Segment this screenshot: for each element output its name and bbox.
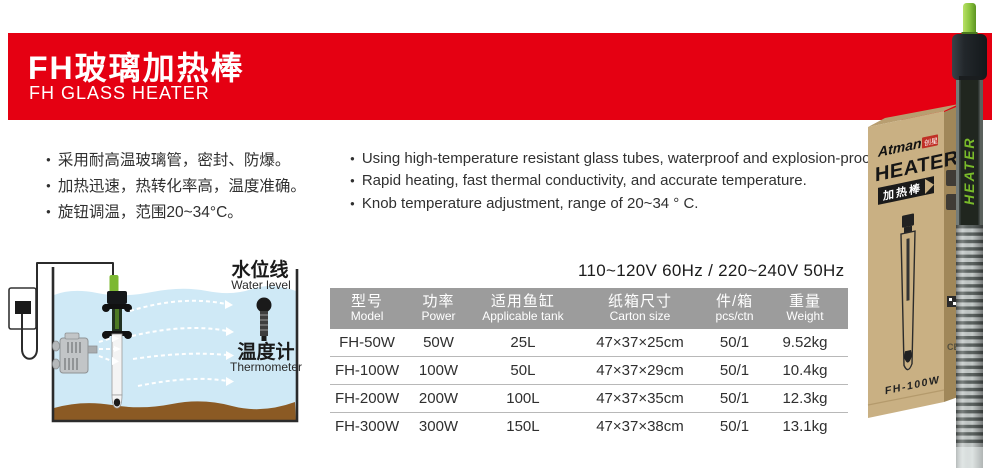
water-flow-arrows xyxy=(98,299,228,387)
box-side-badges: CE xyxy=(946,170,960,352)
feature-cn-1: 采用耐高温玻璃管，密封、防爆。 xyxy=(46,146,306,172)
table-row: FH-200W 200W 100L 47×37×35cm 50/1 12.3kg xyxy=(330,385,848,413)
thermometer-label-cn: 温度计 xyxy=(237,340,294,363)
product-photo: CE Atman 创星 HEATER 加热棒 FH-100W xyxy=(867,3,987,468)
feature-en-1: Using high-temperature resistant glass t… xyxy=(350,147,879,170)
ce-mark: CE xyxy=(947,342,960,352)
installation-diagram: 水位线 Water level 温度计 Thermometer xyxy=(8,258,302,423)
glass-heater-product: HEATER xyxy=(952,3,987,468)
heater-in-tank xyxy=(102,275,132,409)
box-heater-illustration xyxy=(900,213,916,371)
features-chinese: 采用耐高温玻璃管，密封、防爆。 加热迅速，热转化率高，温度准确。 旋钮调温，范围… xyxy=(46,146,306,224)
col-power: 功率 Power xyxy=(421,292,456,324)
heater-cap xyxy=(952,34,987,80)
feature-en-2: Rapid heating, fast thermal conductivity… xyxy=(350,170,879,193)
table-row: FH-50W 50W 25L 47×37×25cm 50/1 9.52kg xyxy=(330,329,848,357)
table-row: FH-100W 100W 50L 47×37×29cm 50/1 10.4kg xyxy=(330,357,848,385)
water-level-label-en: Water level xyxy=(231,278,291,292)
thermometer-label-en: Thermometer xyxy=(230,360,302,374)
spec-table-header: 型号 Model 功率 Power 适用鱼缸 Applicable tank 纸… xyxy=(330,288,848,329)
page-title: FH玻璃加热棒 xyxy=(28,50,245,86)
col-model: 型号 Model xyxy=(350,292,384,324)
packaging-box: CE Atman 创星 HEATER 加热棒 FH-100W xyxy=(867,104,961,418)
feature-en-3: Knob temperature adjustment, range of 20… xyxy=(350,192,879,215)
box-top-face xyxy=(868,104,959,127)
page-subtitle: FH GLASS HEATER xyxy=(29,83,210,103)
features-english: Using high-temperature resistant glass t… xyxy=(350,147,879,215)
box-brand-suffix: 创星 xyxy=(924,136,938,148)
table-row: FH-300W 300W 150L 47×37×38cm 50/1 13.1kg xyxy=(334,418,828,435)
power-plug xyxy=(8,262,114,360)
pump xyxy=(52,332,98,374)
arrowheads xyxy=(112,300,234,386)
thermometer-icon xyxy=(256,297,272,341)
col-carton: 纸箱尺寸 Carton size xyxy=(607,292,672,324)
tube-label: HEATER xyxy=(961,136,977,205)
feature-cn-3: 旋钮调温，范围20~34°C。 xyxy=(46,198,306,224)
heater-knob xyxy=(963,3,976,36)
header-banner: FH玻璃加热棒 FH GLASS HEATER xyxy=(8,33,992,120)
water-level-label-cn: 水位线 xyxy=(231,258,288,281)
feature-cn-2: 加热迅速，热转化率高，温度准确。 xyxy=(46,172,306,198)
col-tank: 适用鱼缸 Applicable tank xyxy=(482,292,564,324)
col-pcs: 件/箱 pcs/ctn xyxy=(715,292,754,324)
spec-table: 型号 Model 功率 Power 适用鱼缸 Applicable tank 纸… xyxy=(330,288,848,440)
voltage-spec: 110~120V 60Hz / 220~240V 50Hz xyxy=(578,261,845,280)
col-weight: 重量 Weight xyxy=(786,292,824,324)
